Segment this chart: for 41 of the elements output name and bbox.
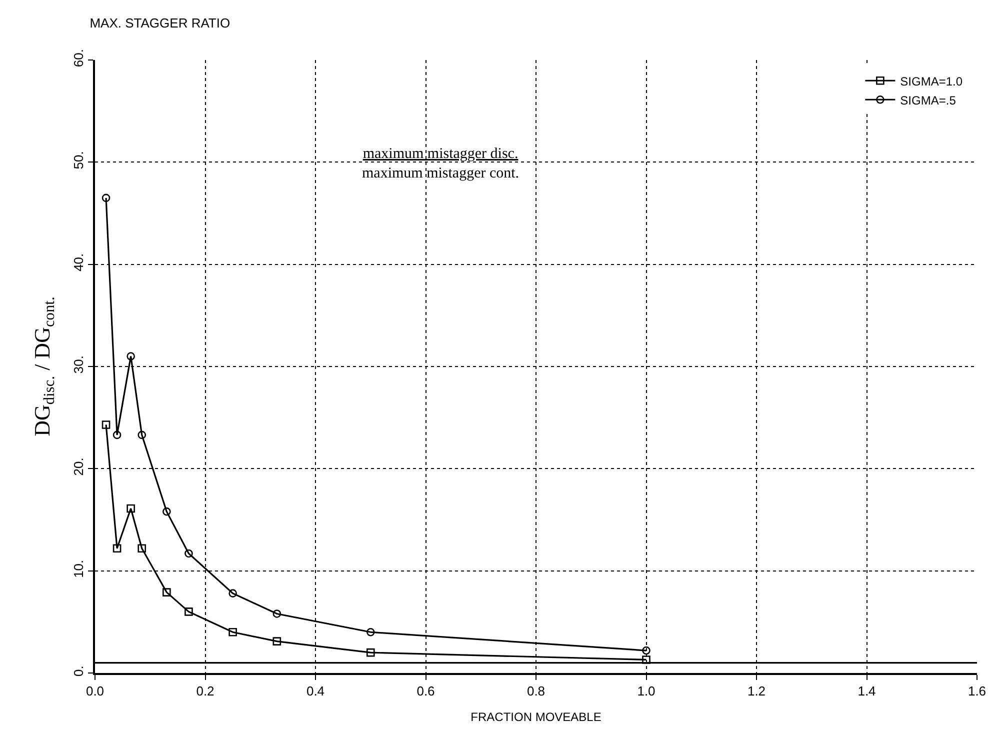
x-axis-title: FRACTION MOVEABLE	[470, 710, 602, 724]
point	[366, 648, 375, 657]
y-tick-label: 60.	[71, 49, 86, 68]
point	[102, 194, 110, 202]
point	[102, 420, 110, 429]
y-tick-label: 40.	[71, 253, 86, 272]
x-tick-label: 0.6	[416, 683, 435, 698]
y-tick-label: 30.	[71, 356, 86, 374]
point	[642, 646, 650, 655]
annotation: maximum mistagger disc. maximum mistagger cont.	[362, 146, 520, 182]
x-tick-label: 0.4	[306, 683, 325, 698]
point	[138, 544, 146, 553]
point	[272, 637, 282, 646]
x-tick-label: 1.0	[637, 683, 656, 698]
legend-label: SIGMA=1.0	[900, 74, 963, 88]
x-tick-label: 0.0	[86, 683, 104, 698]
point	[126, 352, 135, 360]
x-tick-label: 1.4	[858, 683, 876, 698]
x-tick-label: 1.2	[747, 683, 766, 698]
point	[228, 589, 237, 598]
point	[366, 628, 375, 636]
y-tick-label: 20.	[71, 458, 86, 476]
x-tick-label: 1.6	[968, 683, 986, 698]
x-tick-label: 0.2	[196, 683, 214, 698]
point	[126, 504, 135, 513]
point	[642, 656, 650, 664]
point	[184, 608, 193, 616]
y-tick-label: 50.	[71, 151, 86, 170]
point	[184, 549, 193, 558]
point	[138, 430, 146, 440]
legend-label: SIGMA=.5	[900, 93, 956, 108]
point	[112, 430, 122, 440]
point	[162, 588, 171, 596]
y-tick-label: 0.	[71, 666, 86, 676]
chart-title: MAX. STAGGER RATIO	[90, 15, 230, 30]
y-tick-label: 10.	[71, 560, 86, 578]
point	[272, 610, 282, 618]
point	[162, 507, 171, 516]
point	[228, 628, 237, 636]
x-tick-label: 0.8	[526, 683, 546, 698]
point	[112, 544, 122, 553]
